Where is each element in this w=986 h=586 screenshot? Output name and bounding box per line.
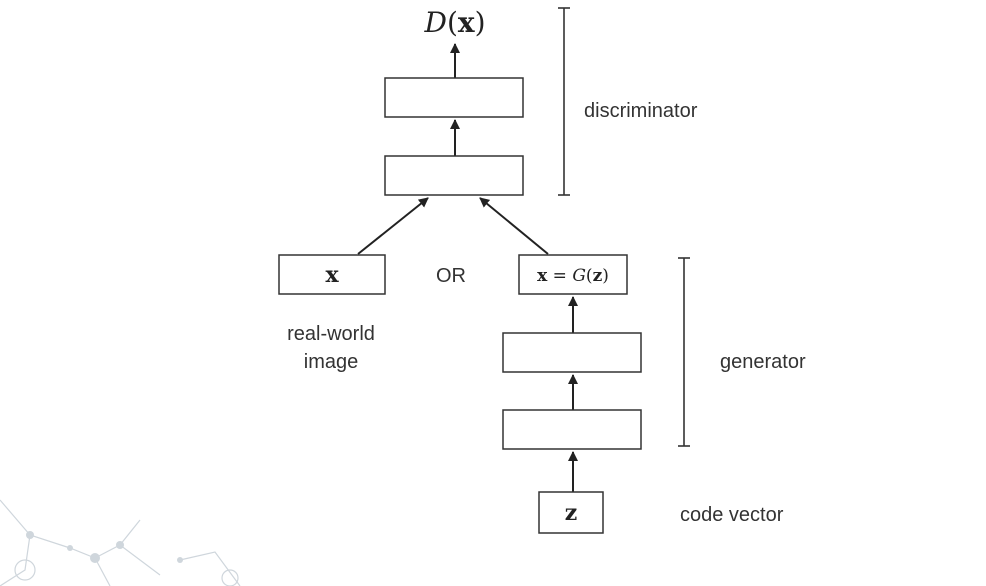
output-label: D(x) [423,6,485,39]
code-vector-symbol: z [565,500,578,526]
discriminator-label: discriminator [584,100,698,122]
generated-image-formula: x = G(z) [537,266,609,286]
code-vector-box [538,491,604,534]
real-image-caption-line2: image [304,351,358,373]
fake-to-discriminator-arrow [479,197,549,255]
generator-layer-bottom [502,409,642,450]
generated-image-box [518,254,628,295]
real-image-caption-line1: real-world [287,323,375,345]
network-decoration [0,499,241,586]
generator-layer-top [502,332,642,373]
generator-brace [678,257,690,447]
discriminator-layer-top [384,77,524,118]
discriminator-brace [558,7,570,196]
real-image-box [278,254,386,295]
real-image-symbol: x [325,262,339,288]
discriminator-layer-bottom [384,155,524,196]
real-to-discriminator-arrow [357,197,429,255]
code-vector-label: code vector [680,504,784,526]
generator-label: generator [720,351,806,373]
or-label: OR [436,265,466,287]
